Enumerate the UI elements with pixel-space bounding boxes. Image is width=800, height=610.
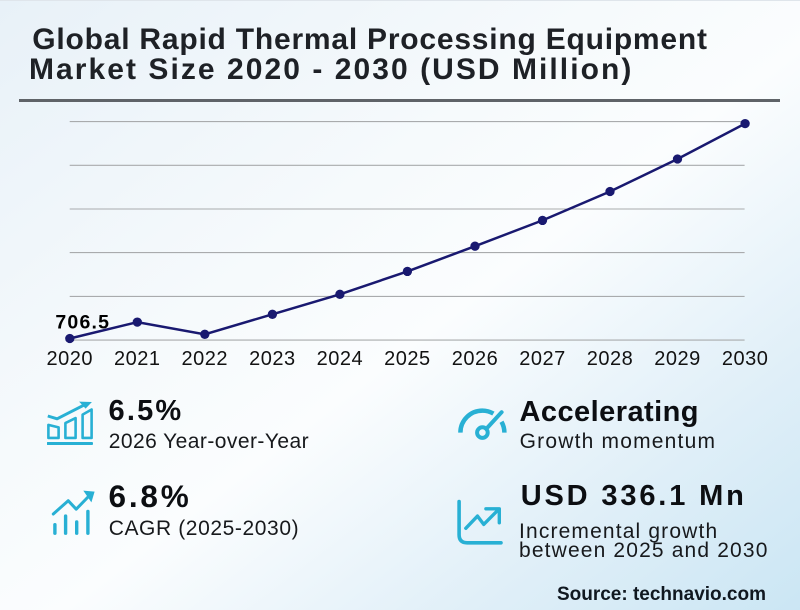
svg-text:2027: 2027	[519, 348, 566, 370]
svg-text:2026: 2026	[452, 348, 499, 370]
svg-text:2021: 2021	[114, 348, 161, 370]
svg-text:2028: 2028	[587, 348, 634, 370]
svg-text:2024: 2024	[317, 348, 364, 370]
svg-text:2022: 2022	[182, 348, 229, 370]
svg-text:2025: 2025	[384, 348, 431, 370]
svg-text:706.5: 706.5	[55, 311, 110, 333]
svg-text:2030: 2030	[722, 348, 769, 370]
svg-text:2020: 2020	[47, 348, 94, 370]
svg-text:2023: 2023	[249, 348, 296, 370]
svg-text:2029: 2029	[654, 348, 701, 370]
